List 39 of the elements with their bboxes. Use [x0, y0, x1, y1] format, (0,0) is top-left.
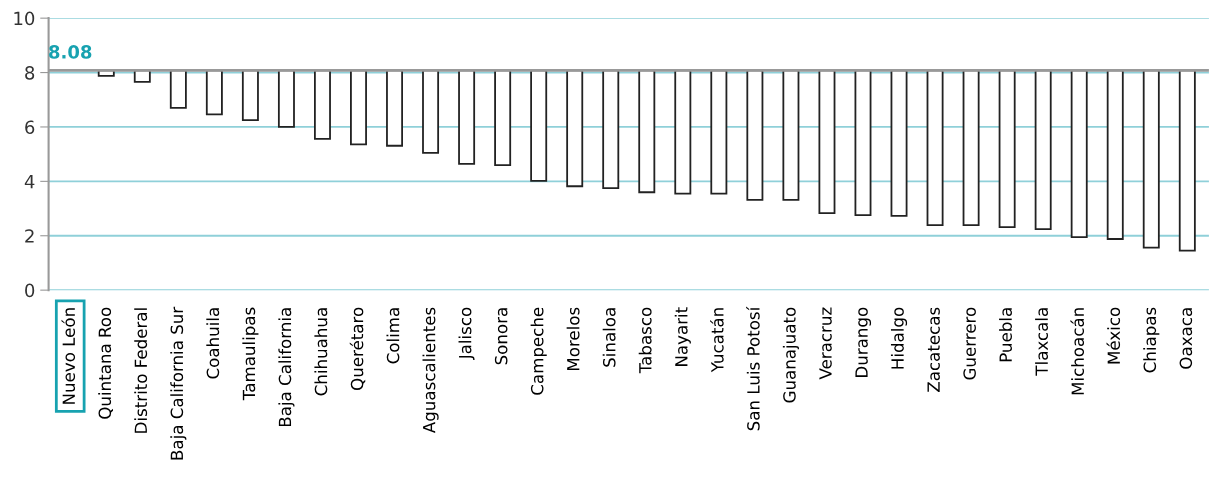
x-tick-label: Hidalgo: [890, 307, 908, 369]
y-tick-label: 10: [14, 11, 35, 26]
y-tick-label: 4: [24, 175, 35, 189]
x-tick-label: Sonora: [494, 308, 508, 365]
y-tick-label: 2: [25, 229, 34, 243]
x-tick-label: Morelos: [566, 307, 580, 370]
x-tick-label: Chihuahua: [314, 308, 328, 396]
x-tick-label: Michoacán: [1070, 308, 1085, 395]
y-tick-label: 8: [25, 66, 35, 80]
x-tick-label: Nayarit: [674, 307, 691, 366]
x-tick-label: Guanajuato: [782, 307, 799, 403]
x-tick-label: Tabasco: [638, 307, 652, 374]
x-tick-label: Yucatán: [710, 308, 724, 373]
x-tick-label: Durango: [855, 307, 872, 377]
x-tick-label: Tlaxcala: [1035, 308, 1048, 376]
x-tick-label: Zacatecas: [927, 307, 940, 392]
y-tick-label: 6: [25, 120, 35, 135]
x-tick-label: Nuevo León: [61, 308, 76, 404]
annotation: 8.08: [49, 45, 92, 59]
y-tick-label: 0: [25, 283, 35, 298]
x-tick-label: Aguascalientes: [422, 307, 439, 434]
x-tick-label: Querétaro: [349, 307, 366, 390]
x-tick-label: Campeche: [530, 307, 547, 395]
x-tick-label: Baja California: [278, 308, 295, 427]
x-tick-label: Distrito Federal: [134, 308, 148, 433]
x-tick-label: San Luis Potosí: [746, 306, 760, 431]
x-tick-label: México: [1106, 307, 1121, 364]
x-tick-label: Baja California Sur: [170, 306, 187, 460]
x-tick-label: Quintana Roo: [98, 307, 113, 419]
x-tick-label: Coahuila: [206, 308, 220, 379]
x-tick-label: Puebla: [999, 308, 1012, 362]
x-tick-label: Sinaloa: [602, 308, 616, 367]
x-tick-label: Chiapas: [1143, 307, 1160, 373]
x-tick-label: Tamaulipas: [242, 307, 259, 401]
x-tick-label: Colima: [386, 308, 400, 364]
x-tick-label: Guerrero: [963, 307, 976, 380]
x-tick-label: Jalisco: [458, 307, 475, 361]
x-tick-label: Oaxaca: [1179, 308, 1193, 369]
x-tick-label: Veracruz: [819, 307, 832, 380]
